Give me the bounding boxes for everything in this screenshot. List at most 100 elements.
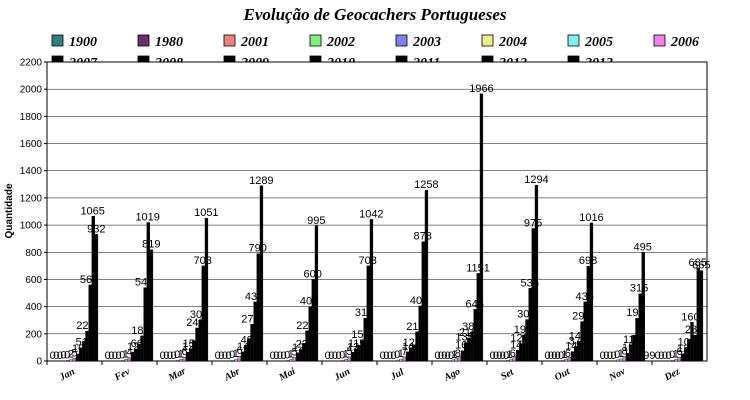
bar-2008-Abr	[244, 345, 248, 362]
bar-2011-Mar	[198, 320, 202, 362]
bar-2010-Mai	[305, 330, 309, 362]
data-label: 0	[108, 350, 114, 362]
bar-2006-Out	[567, 356, 572, 362]
data-label: 1065	[80, 205, 104, 217]
data-label: 5	[346, 346, 352, 358]
data-label: 0	[112, 350, 118, 362]
legend-label-2001: 2001	[240, 35, 269, 50]
data-label: 0	[61, 350, 67, 362]
data-label: 1	[506, 349, 512, 361]
plot-area: 0000025105122056010659320000014126618554…	[20, 58, 711, 385]
data-label: 540	[135, 277, 153, 289]
data-label: 15	[622, 342, 634, 354]
bar-2009-Out	[577, 341, 581, 362]
data-label: 190	[626, 307, 644, 319]
data-label: 0	[493, 350, 499, 362]
data-label: 0	[171, 350, 177, 362]
data-label: 380	[462, 321, 480, 333]
bar-2009-Dez	[687, 339, 691, 362]
data-label: 0	[607, 350, 613, 362]
bar-2005-Mai	[289, 359, 293, 362]
bar-2008-Jan	[79, 347, 83, 362]
y-tick-label: 400	[25, 302, 42, 313]
x-tick-label: Out	[553, 366, 573, 384]
data-label: 790	[249, 243, 267, 255]
data-label: 0	[503, 350, 509, 362]
data-label: 665	[692, 260, 710, 272]
data-label: 435	[576, 291, 594, 303]
data-label: 5	[71, 347, 77, 359]
bar-2010-Out	[580, 321, 584, 362]
data-label: 4	[126, 347, 132, 359]
data-label: 1	[561, 349, 567, 361]
data-label: 0	[666, 350, 672, 362]
bar-2010-Dez	[690, 322, 694, 362]
data-label: 0	[281, 350, 287, 362]
y-tick-label: 1000	[20, 221, 43, 232]
data-label: 0	[332, 350, 338, 362]
bar-2013-Jun	[369, 219, 374, 362]
bar-2011-Mai	[308, 306, 312, 362]
bar-2013-Mai	[314, 225, 319, 362]
y-tick-label: 0	[36, 357, 42, 368]
data-label: 305	[517, 309, 535, 321]
bar-2009-Jul	[412, 344, 416, 362]
data-label: 315	[630, 283, 648, 295]
data-label: 0	[380, 350, 386, 362]
data-label: 1	[123, 348, 129, 360]
data-label: 145	[569, 330, 587, 342]
bar-2009-Ago	[467, 337, 471, 362]
data-label: 8	[621, 346, 627, 358]
data-label: 6	[676, 346, 682, 358]
bar-2005-Jan	[69, 359, 73, 362]
data-label: 0	[555, 350, 561, 362]
legend-swatch-2005	[567, 34, 580, 47]
data-label: 0	[551, 350, 557, 362]
data-label: 66	[131, 338, 143, 350]
bar-2013-Dez	[699, 270, 704, 362]
legend-swatch-1900	[51, 34, 64, 47]
bar-2004-Fev	[121, 360, 125, 362]
data-label: 1	[673, 348, 679, 360]
data-label: 115	[348, 338, 366, 350]
plot-frame	[46, 61, 708, 362]
bar-2011-Dez	[693, 334, 697, 362]
bar-2013-Jul	[424, 189, 429, 362]
bar-2013-Out	[589, 222, 594, 362]
bar-2013-Mar	[204, 217, 209, 362]
data-label: 125	[403, 337, 421, 349]
data-label: 0	[119, 349, 125, 361]
x-tick-label: Mai	[277, 366, 298, 384]
y-tick-label: 1600	[20, 139, 43, 150]
data-label: 0	[394, 349, 400, 361]
bar-2009-Fev	[137, 343, 141, 362]
data-label: 0	[391, 350, 397, 362]
x-tick-label: Abr	[222, 366, 242, 384]
bar-2013-Ago	[479, 93, 484, 362]
data-label: 0	[496, 350, 502, 362]
data-label: 300	[190, 309, 208, 321]
x-tick-label: Jul	[388, 367, 406, 384]
bar-2010-Jan	[85, 330, 89, 362]
y-tick-label: 600	[25, 275, 42, 286]
data-label: 1	[451, 349, 457, 361]
data-label: 190	[514, 324, 532, 336]
data-label: 1	[343, 348, 349, 360]
legend-swatch-2003	[395, 34, 408, 47]
data-label: 0	[215, 350, 221, 362]
data-label: 685	[689, 257, 707, 269]
data-label: 0	[229, 349, 235, 361]
legend-label-2005: 2005	[584, 35, 613, 50]
gridlines	[47, 88, 707, 335]
data-label: 0	[167, 350, 173, 362]
y-axis-label: Quantidade	[4, 183, 15, 238]
data-label: 995	[307, 215, 325, 227]
data-label: 222	[296, 320, 314, 332]
bar-2010-Ago	[470, 331, 474, 362]
x-tick-label: Ago	[442, 366, 463, 384]
data-label: 0	[448, 350, 454, 362]
data-label: 51	[76, 337, 88, 349]
bar-2007-Dez	[680, 353, 685, 362]
bar-2007-Ago	[460, 350, 465, 362]
data-label: 0	[273, 350, 279, 362]
